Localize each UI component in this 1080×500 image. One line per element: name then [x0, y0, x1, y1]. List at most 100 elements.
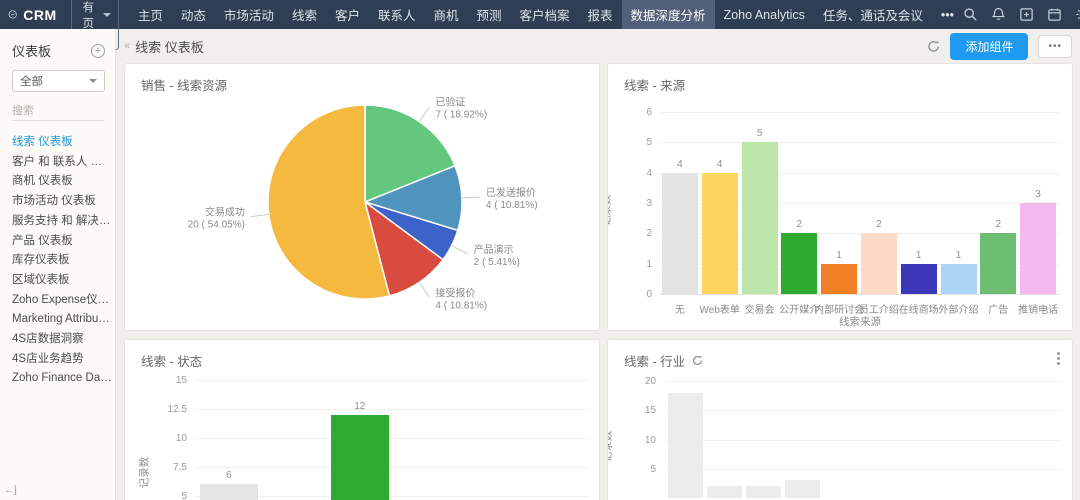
nav-item[interactable]: 报表 [587, 9, 613, 23]
widget-menu-icon[interactable] [1057, 350, 1060, 367]
refresh-icon[interactable] [927, 40, 940, 53]
bar[interactable] [900, 263, 937, 294]
sidebar-dashboard-item[interactable]: Zoho Finance Dashbo... [12, 372, 112, 385]
bar[interactable] [661, 172, 698, 294]
gridline [666, 381, 1062, 382]
gridline [196, 496, 588, 497]
bar[interactable] [746, 486, 781, 498]
pie-slice[interactable] [364, 104, 456, 204]
gridline [660, 203, 1060, 204]
sidebar-dashboard-item[interactable]: Zoho Expense仪表板 [12, 293, 112, 306]
sidebar-dashboard-item[interactable]: 4S店数据洞察 [12, 333, 84, 346]
bar[interactable] [781, 233, 818, 294]
bar[interactable] [199, 484, 258, 500]
gridline [660, 142, 1060, 144]
sidebar-dashboard-item[interactable]: 客户 和 联系人 仪表板 [12, 155, 112, 168]
nav-item[interactable]: 动态 [180, 9, 206, 23]
y-axis-tick: 5 [181, 491, 187, 500]
chevron-down-icon [89, 79, 97, 83]
bar[interactable] [668, 392, 703, 498]
zoho-logo [8, 10, 17, 19]
gridline [196, 409, 588, 410]
pie-slice[interactable] [267, 104, 391, 300]
widget-lead-industry: 线索 - 行业 5 10 15 20 记录数 [607, 339, 1073, 500]
sidebar-dashboard-item[interactable]: 4S店业务趋势 [12, 352, 84, 365]
pie-chart: 已验证 7 ( 18.92%) 已发送报价 4 ( 10.81%) 产品演示 2 ( 5.… [125, 64, 599, 330]
nav-item[interactable]: 市场活动 [223, 9, 274, 23]
sidebar-collapse-icon[interactable]: ←] [4, 485, 17, 496]
bar-value-label: 4 [677, 158, 683, 170]
sidebar-dashboard-item[interactable]: 区域仪表板 [12, 273, 70, 286]
x-axis-label: 员工介绍 [858, 305, 899, 316]
search-icon[interactable] [963, 7, 978, 22]
pie-slice[interactable] [363, 200, 445, 297]
pie-slice-label: 接受报价 4 ( 10.81%) [435, 286, 487, 311]
y-axis-tick: 5 [646, 137, 652, 149]
sidebar-dashboard-item[interactable]: 市场活动 仪表板 [12, 195, 96, 208]
bar[interactable] [821, 263, 858, 294]
nav-item[interactable]: 任务、通话及会议 [822, 9, 923, 23]
x-axis-label: 推销电话 [1018, 305, 1059, 316]
sidebar-dashboard-item[interactable]: 线索 仪表板 [12, 136, 73, 148]
dashboard-more-button[interactable]: ••• [1038, 34, 1072, 58]
bar[interactable] [860, 233, 897, 294]
y-axis-tick: 0 [646, 289, 652, 300]
dashboard-filter-value: 全部 [20, 76, 43, 88]
gridline [660, 233, 1060, 235]
sidebar-dashboard-item[interactable]: 服务支持 和 解决方案 ... [12, 214, 112, 227]
y-axis-title: 记录数 [138, 456, 151, 489]
nav-item[interactable]: 客户 [334, 9, 360, 23]
pie-slice-label: 已发送报价 4 ( 10.81%) [486, 186, 538, 211]
bar-value-label: 1 [955, 249, 962, 261]
notifications-icon[interactable] [991, 7, 1006, 22]
add-dashboard-icon[interactable]: + [91, 43, 105, 58]
nav-item[interactable]: 商机 [433, 9, 459, 23]
add-component-button[interactable]: 添加组件 [950, 32, 1029, 60]
x-axis-label: 外部介绍 [938, 305, 979, 316]
pie-slice-label: 交易成功 20 ( 54.05%) [188, 206, 245, 231]
nav-item[interactable]: 联系人 [377, 9, 416, 23]
pie-label-line [418, 282, 430, 298]
nav-item[interactable]: 主页 [137, 9, 163, 23]
nav-item[interactable]: 线索 [291, 9, 317, 23]
bar[interactable] [785, 480, 820, 498]
gridline [660, 263, 1060, 265]
nav-item[interactable]: 数据深度分析 [621, 0, 715, 29]
widget-sales-lead-source: 销售 - 线索资源 已验证 7 ( 18.92%) 已发送报价 4 ( 10.81%)… [124, 63, 600, 331]
nav-item[interactable]: 预测 [476, 9, 502, 23]
sidebar-dashboard-item[interactable]: 商机 仪表板 [12, 175, 73, 188]
bar[interactable] [741, 142, 778, 294]
widget-title: 线索 - 状态 [141, 355, 203, 369]
bar[interactable] [1020, 203, 1057, 294]
calendar-icon[interactable] [1047, 7, 1062, 22]
nav-items: 主页 动态 市场活动 线索 客户 联系人 商机 预测 客户档案 报表 数据深度分析 Zoho Anal… [129, 0, 963, 29]
bar[interactable] [701, 172, 738, 294]
y-axis-tick: 12.5 [167, 404, 187, 415]
gridline [666, 468, 1062, 470]
pie-slice[interactable] [362, 164, 463, 232]
sidebar-dashboard-item[interactable]: Marketing Attribution [12, 313, 112, 326]
gridline [660, 294, 1060, 295]
quick-create-icon[interactable] [1019, 7, 1034, 22]
bar[interactable] [940, 263, 977, 294]
nav-item[interactable]: 客户档案 [519, 9, 570, 23]
sidebar-dashboard-item[interactable]: 产品 仪表板 [12, 234, 73, 247]
dashboard-filter-select[interactable]: 全部 [12, 70, 105, 92]
bar[interactable] [330, 414, 389, 500]
sidebar-dashboard-item[interactable]: 库存仪表板 [12, 254, 70, 267]
settings-gear-icon[interactable] [1075, 7, 1080, 22]
nav-item-more[interactable]: ••• [940, 7, 955, 22]
dashboard-search-input[interactable] [12, 102, 104, 121]
bar[interactable] [980, 233, 1017, 294]
y-axis-tick: 10 [175, 433, 187, 444]
widget-refresh-icon[interactable] [692, 355, 703, 366]
y-axis-tick: 15 [175, 375, 187, 386]
pie-label-line [250, 213, 269, 218]
bar[interactable] [707, 486, 742, 498]
y-axis-tick: 10 [644, 434, 656, 446]
collapse-panel-icon[interactable]: « [124, 40, 131, 52]
gridline [196, 467, 588, 468]
nav-item[interactable]: Zoho Analytics [723, 7, 805, 22]
